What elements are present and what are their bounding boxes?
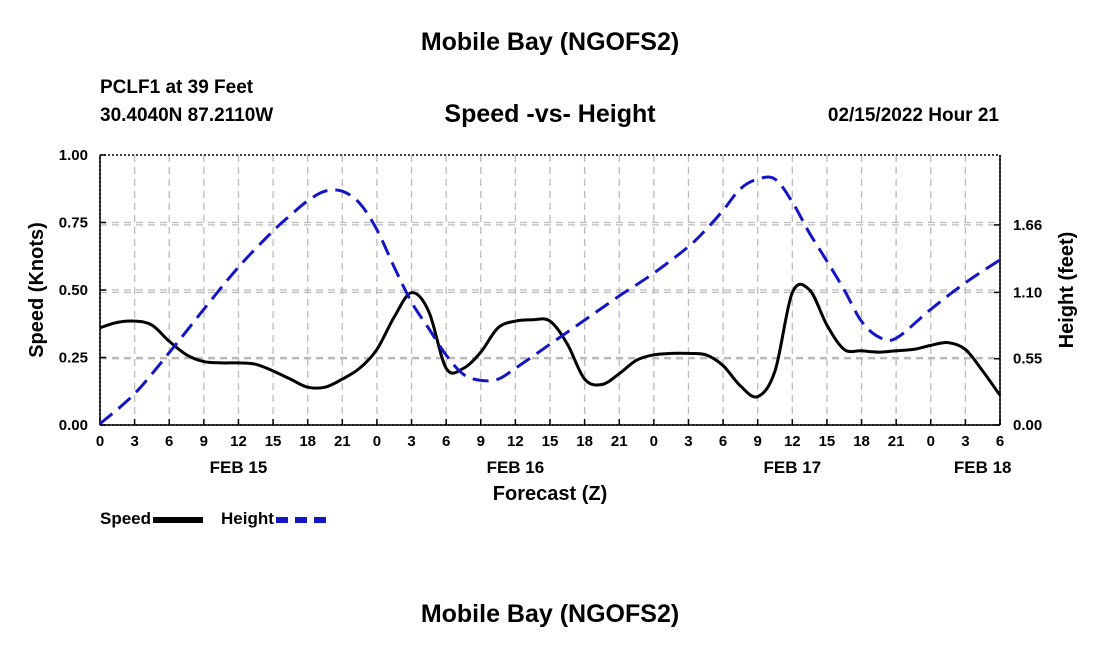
x-tick-label: 15 [265, 433, 282, 450]
legend-height-label: Height [221, 509, 274, 528]
x-tick-label: 6 [996, 433, 1004, 450]
y2-tick-label: 1.66 [1013, 217, 1042, 234]
y2-axis-label: Height (feet) [1056, 232, 1078, 349]
x-tick-label: 0 [373, 433, 381, 450]
x-axis-label: Forecast (Z) [493, 483, 607, 505]
x-tick-label: 9 [200, 433, 208, 450]
x-tick-label: 6 [442, 433, 450, 450]
x-tick-label: 12 [784, 433, 801, 450]
x-tick-label: 12 [230, 433, 247, 450]
legend-speed-swatch [153, 516, 204, 523]
forecast-datetime: 02/15/2022 Hour 21 [827, 105, 999, 126]
x-tick-label: 21 [334, 433, 351, 450]
x-tick-label: 15 [542, 433, 559, 450]
x-tick-label: 0 [96, 433, 104, 450]
legend-height-swatch [275, 516, 326, 523]
x-tick-label: 3 [961, 433, 969, 450]
x-tick-label: 0 [927, 433, 935, 450]
date-label: FEB 16 [487, 458, 545, 477]
height-line [99, 175, 1001, 425]
x-tick-label: 15 [819, 433, 836, 450]
y2-tick-label: 1.10 [1013, 284, 1042, 301]
y-tick-label: 0.75 [59, 215, 88, 232]
legend: Speed Height [100, 509, 326, 529]
page-title: Mobile Bay (NGOFS2) [420, 28, 680, 56]
y-tick-label: 0.00 [59, 417, 88, 434]
x-tick-label: 12 [507, 433, 524, 450]
x-tick-label: 18 [853, 433, 870, 450]
x-tick-label: 9 [477, 433, 485, 450]
grid-lines [100, 155, 1000, 425]
y-axis-label: Speed (Knots) [26, 222, 48, 358]
speed-line [99, 282, 1002, 399]
x-tick-label: 3 [684, 433, 692, 450]
x-tick-label: 21 [611, 433, 628, 450]
x-tick-label: 6 [165, 433, 173, 450]
chart-title: Speed -vs- Height [444, 100, 656, 128]
x-tick-label: 6 [719, 433, 727, 450]
x-tick-label: 21 [888, 433, 905, 450]
x-tick-label: 0 [650, 433, 658, 450]
axis-ticks: 0 3 6 9 12 15 18 21 0 3 6 9 12 15 18 21 0 3 6 9 12 15 18 21 0 3 6 F… [59, 147, 1042, 477]
station-coordinates: 30.4040N 87.2110W [100, 105, 274, 126]
x-tick-label: 3 [407, 433, 415, 450]
date-label: FEB 15 [210, 458, 268, 477]
x-tick-label: 18 [299, 433, 316, 450]
series-lines [99, 175, 1002, 425]
legend-speed-label: Speed [100, 509, 152, 528]
x-tick-label: 18 [576, 433, 593, 450]
date-label: FEB 17 [763, 458, 821, 477]
station-label: PCLF1 at 39 Feet [100, 77, 254, 98]
x-tick-label: 3 [130, 433, 138, 450]
y2-tick-label: 0.55 [1013, 351, 1042, 368]
y2-tick-label: 0.00 [1013, 417, 1042, 434]
y-tick-label: 0.25 [59, 350, 88, 367]
x-tick-label: 9 [754, 433, 762, 450]
date-label: FEB 18 [954, 458, 1012, 477]
y-tick-label: 0.50 [59, 282, 88, 299]
footer-title: Mobile Bay (NGOFS2) [420, 600, 680, 628]
y-tick-label: 1.00 [59, 147, 88, 164]
